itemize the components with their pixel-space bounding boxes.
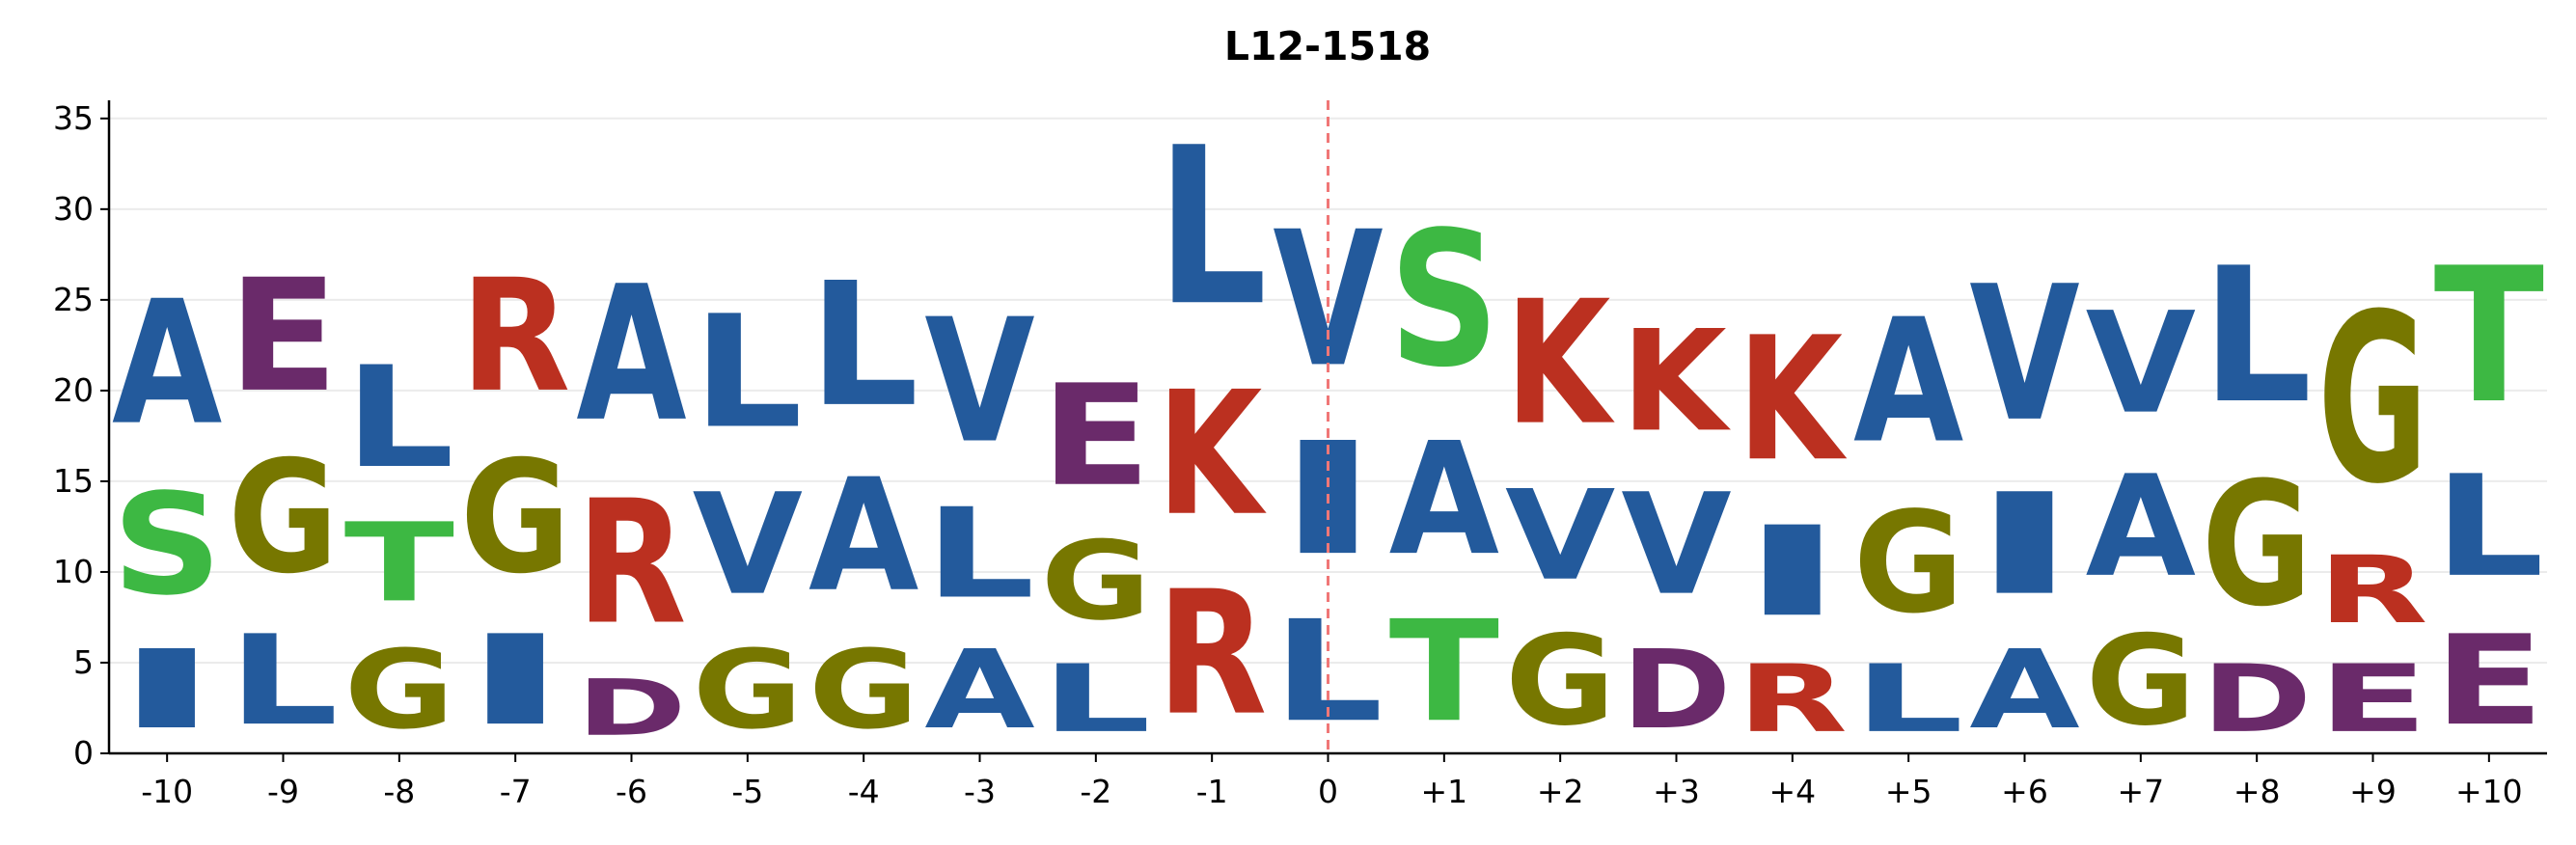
- logo-letter-D: D: [2202, 645, 2312, 753]
- logo-letter-L: L: [1041, 644, 1151, 752]
- logo-letter-E: E: [1041, 355, 1151, 517]
- x-tick-label: -1: [1196, 773, 1228, 810]
- logo-letter-E: E: [2317, 645, 2427, 753]
- logo-letter-K: K: [1621, 300, 1732, 463]
- x-tick-label: +5: [1885, 773, 1932, 810]
- logo-letter-K: K: [1157, 355, 1267, 554]
- x-tick-label: -4: [848, 773, 880, 810]
- logo-letter-G: G: [228, 427, 338, 608]
- logo-letter-G: G: [2086, 609, 2196, 753]
- x-tick-label: +1: [1421, 773, 1468, 810]
- logo-letter-T: T: [344, 500, 454, 626]
- logo-letter-D: D: [576, 663, 686, 753]
- logo-letter-T: T: [1389, 590, 1499, 752]
- logo-letter-V: V: [924, 284, 1034, 481]
- y-tick-label: 0: [73, 734, 94, 772]
- x-tick-label: -6: [616, 773, 647, 810]
- logo-letter-I: I: [112, 626, 222, 752]
- logo-letter-K: K: [1505, 264, 1615, 463]
- y-tick-label: 15: [53, 462, 94, 500]
- logo-letter-R: R: [2317, 536, 2427, 644]
- logo-letter-A: A: [808, 447, 918, 626]
- x-tick-label: +10: [2455, 773, 2523, 810]
- x-tick-label: +8: [2233, 773, 2281, 810]
- x-tick-label: -7: [500, 773, 532, 810]
- logo-letter-R: R: [576, 464, 686, 663]
- letters-layer: ISALGEGTLIGRDRAGVLGALALVLGERKLLIVTASGVKD…: [112, 100, 2544, 753]
- logo-letter-G: G: [693, 626, 803, 753]
- logo-letter-D: D: [1621, 626, 1731, 753]
- logo-letter-G: G: [344, 626, 454, 753]
- logo-letter-K: K: [1738, 301, 1848, 500]
- logo-letter-R: R: [1738, 644, 1848, 752]
- logo-letter-L: L: [1157, 100, 1267, 353]
- y-tick-label: 30: [53, 190, 94, 228]
- y-tick-label: 25: [53, 281, 94, 318]
- logo-letter-I: I: [1969, 463, 2079, 626]
- x-tick-label: +4: [1769, 773, 1817, 810]
- logo-letter-V: V: [1505, 463, 1615, 608]
- logo-letter-V: V: [1621, 464, 1731, 626]
- logo-letter-R: R: [1157, 555, 1267, 753]
- logo-letter-G: G: [2317, 265, 2427, 535]
- logo-letter-E: E: [2434, 609, 2544, 753]
- logo-letter-R: R: [460, 246, 570, 426]
- logo-letter-V: V: [1969, 246, 2079, 463]
- y-tick-label: 5: [73, 643, 94, 681]
- x-tick-label: -8: [383, 773, 415, 810]
- logo-letter-G: G: [808, 626, 918, 753]
- logo-letter-L: L: [924, 481, 1034, 626]
- logo-letter-I: I: [1738, 500, 1848, 644]
- logo-letter-A: A: [1853, 284, 1963, 481]
- logo-letter-L: L: [2434, 447, 2544, 609]
- logo-letter-S: S: [1389, 191, 1499, 408]
- x-tick-label: -10: [141, 773, 193, 810]
- logo-letter-G: G: [1505, 609, 1615, 753]
- logo-letter-A: A: [1389, 410, 1499, 589]
- logo-letter-L: L: [808, 247, 918, 445]
- chart-title: L12-1518: [1224, 23, 1431, 69]
- x-tick-label: +9: [2349, 773, 2397, 810]
- x-tick-label: -2: [1080, 773, 1111, 810]
- logo-letter-A: A: [112, 265, 222, 463]
- logo-letter-A: A: [1969, 626, 2079, 752]
- x-tick-label: -9: [267, 773, 299, 810]
- logo-letter-L: L: [344, 338, 454, 500]
- x-tick-label: +3: [1653, 773, 1700, 810]
- logo-letter-L: L: [693, 283, 803, 463]
- logo-letter-V: V: [693, 464, 803, 626]
- x-tick-label: 0: [1318, 773, 1338, 810]
- logo-letter-S: S: [112, 463, 222, 626]
- logo-letter-G: G: [2202, 445, 2312, 644]
- logo-letter-L: L: [228, 609, 338, 753]
- logo-letter-G: G: [1853, 482, 1963, 644]
- logo-letter-G: G: [1041, 517, 1151, 644]
- logo-letter-I: I: [460, 609, 570, 753]
- x-tick-label: -5: [731, 773, 763, 810]
- x-tick-label: +6: [2001, 773, 2048, 810]
- logo-letter-G: G: [460, 427, 570, 608]
- logo-letter-E: E: [228, 246, 338, 426]
- logo-letter-T: T: [2434, 228, 2544, 445]
- y-tick-label: 35: [53, 99, 94, 137]
- x-tick-label: +7: [2118, 773, 2165, 810]
- x-tick-label: -3: [964, 773, 996, 810]
- logo-letter-A: A: [2086, 446, 2196, 608]
- y-tick-label: 20: [53, 371, 94, 409]
- logo-letter-L: L: [2202, 228, 2312, 445]
- logo-letter-V: V: [2086, 283, 2196, 445]
- y-tick-label: 10: [53, 553, 94, 590]
- logo-letter-A: A: [924, 626, 1034, 752]
- logo-letter-A: A: [576, 246, 686, 463]
- x-tick-label: +2: [1537, 773, 1584, 810]
- logo-letter-L: L: [1853, 644, 1963, 752]
